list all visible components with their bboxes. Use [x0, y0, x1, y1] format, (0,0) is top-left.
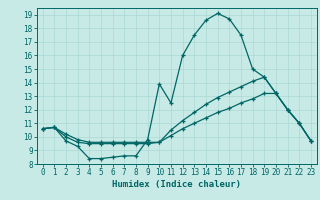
X-axis label: Humidex (Indice chaleur): Humidex (Indice chaleur): [112, 180, 241, 189]
